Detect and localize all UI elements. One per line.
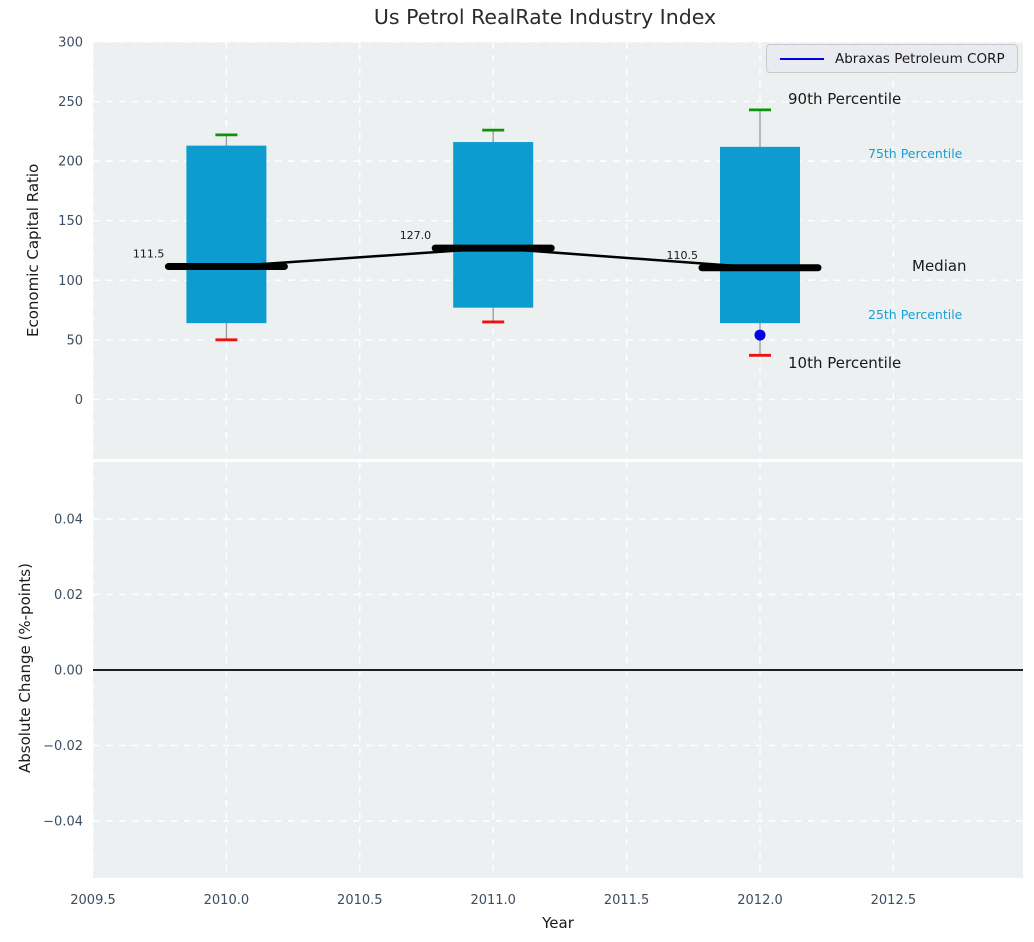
bottom-y-tick-label: 0.04 <box>54 513 83 528</box>
legend-line-sample <box>780 57 824 60</box>
top-y-tick-label: 300 <box>58 35 83 50</box>
bottom-y-tick-label: 0.02 <box>54 588 83 603</box>
x-tick-label: 2011.0 <box>470 893 516 908</box>
top-y-tick-label: 150 <box>58 214 83 229</box>
company-data-point <box>754 329 766 341</box>
x-tick-label: 2012.5 <box>871 893 917 908</box>
x-tick-label: 2011.5 <box>604 893 650 908</box>
iqr-box <box>720 146 800 324</box>
chart-title: Us Petrol RealRate Industry Index <box>373 5 717 29</box>
annotation-25th-percentile: 25th Percentile <box>868 307 963 322</box>
annotation-90th-percentile: 90th Percentile <box>788 90 902 108</box>
legend-series-label: Abraxas Petroleum CORP <box>835 50 1005 67</box>
bottom-y-tick-label: −0.04 <box>43 815 83 830</box>
top-y-tick-label: 0 <box>75 393 83 408</box>
median-value-label: 111.5 <box>133 248 165 261</box>
bottom-y-tick-label: −0.02 <box>43 739 83 754</box>
median-value-label: 127.0 <box>400 229 432 242</box>
x-tick-label: 2012.0 <box>737 893 783 908</box>
x-tick-label: 2009.5 <box>70 893 116 908</box>
annotation-75th-percentile: 75th Percentile <box>868 146 963 161</box>
annotation-median: Median <box>912 257 967 275</box>
top-y-tick-label: 100 <box>58 274 83 289</box>
top-y-tick-label: 50 <box>66 333 83 348</box>
median-value-label: 110.5 <box>667 249 699 262</box>
iqr-box <box>453 142 534 308</box>
top-y-axis-label: Economic Capital Ratio <box>24 163 42 337</box>
bottom-y-axis-label: Absolute Change (%-points) <box>16 563 34 773</box>
top-y-tick-label: 200 <box>58 155 83 170</box>
top-y-tick-label: 250 <box>58 95 83 110</box>
legend: Abraxas Petroleum CORP <box>766 44 1018 73</box>
x-axis-label: Year <box>542 914 574 932</box>
annotation-10th-percentile: 10th Percentile <box>788 354 902 372</box>
iqr-box <box>186 145 267 324</box>
x-tick-label: 2010.0 <box>204 893 250 908</box>
x-tick-label: 2010.5 <box>337 893 383 908</box>
bottom-y-tick-label: 0.00 <box>54 664 83 679</box>
